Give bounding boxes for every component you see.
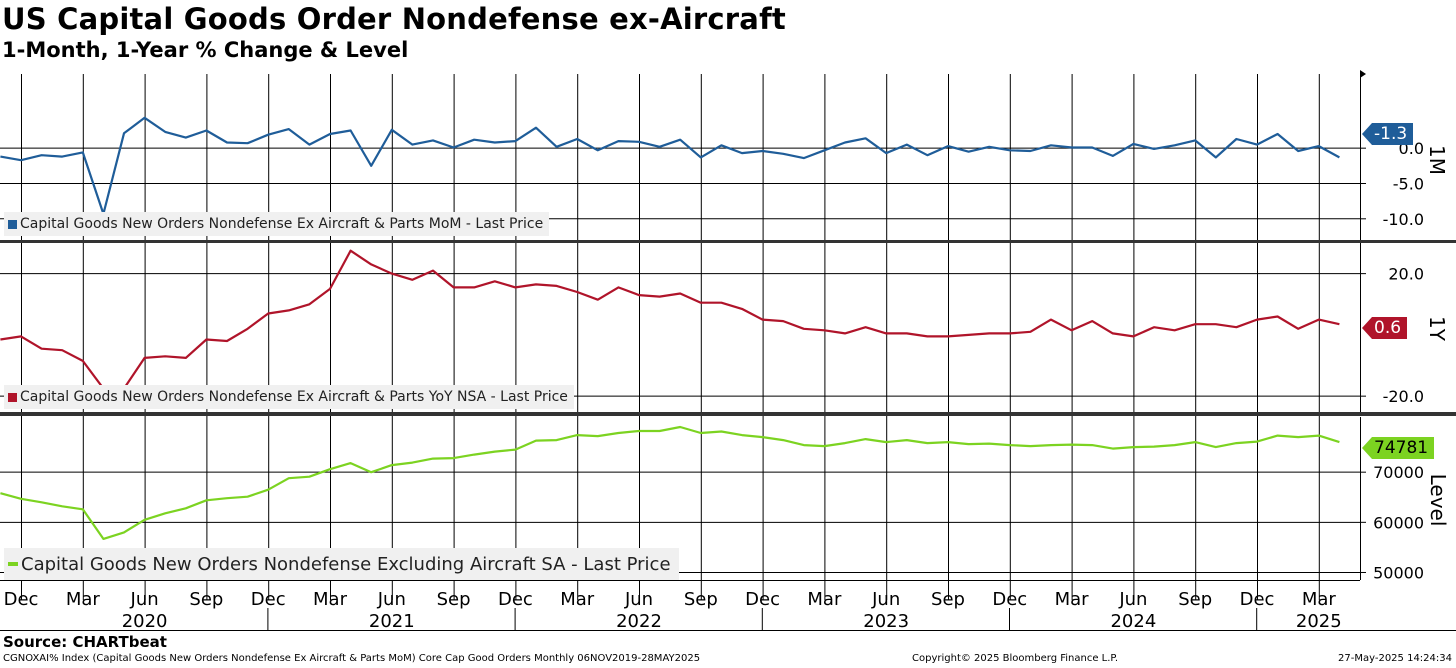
y-tick-label: 20.0	[1388, 265, 1424, 284]
x-year-label: 2025	[1296, 611, 1342, 632]
x-tick-label: Mar	[807, 589, 842, 610]
x-tick-label: Sep	[931, 589, 965, 610]
x-tick-label: Mar	[66, 589, 101, 610]
legend-level-swatch	[8, 562, 18, 566]
chart-title: US Capital Goods Order Nondefense ex-Air…	[2, 2, 786, 36]
x-tick-label: Dec	[4, 589, 39, 610]
x-tick-label: Mar	[313, 589, 348, 610]
source-note: Source: CHARTbeat	[3, 633, 167, 651]
x-tick-label: Dec	[498, 589, 533, 610]
footer-copyright: Copyright© 2025 Bloomberg Finance L.P.	[912, 653, 1119, 664]
x-tick-label: Dec	[992, 589, 1027, 610]
legend-mom: Capital Goods New Orders Nondefense Ex A…	[4, 212, 550, 236]
panel-separator	[0, 240, 1456, 243]
last-value-badge-level: 74781	[1362, 437, 1435, 459]
legend-mom-label: Capital Goods New Orders Nondefense Ex A…	[20, 216, 544, 232]
y-tick-label: 50000	[1373, 563, 1424, 582]
x-tick-label: Mar	[560, 589, 595, 610]
x-tick-label: Dec	[251, 589, 286, 610]
y-tick-label: 70000	[1373, 463, 1424, 482]
x-year-label: 2024	[1110, 611, 1156, 632]
x-tick-label: Dec	[745, 589, 780, 610]
x-tick-label: Sep	[684, 589, 718, 610]
y-tick-label: -20.0	[1383, 387, 1424, 406]
panel-label-yoy: 1Y	[1425, 316, 1449, 341]
axis-arrow	[1360, 70, 1366, 78]
legend-yoy-label: Capital Goods New Orders Nondefense Ex A…	[20, 389, 568, 405]
last-value-badge-mom: -1.3	[1362, 123, 1414, 145]
x-tick-label: Mar	[1302, 589, 1337, 610]
panel-separator	[0, 412, 1456, 416]
series-line-yoy	[0, 249, 1340, 390]
y-tick-label: -5.0	[1393, 174, 1424, 193]
x-tick-label: Mar	[1055, 589, 1090, 610]
series-line-mom	[0, 116, 1340, 215]
x-tick-label: Jun	[871, 589, 900, 610]
last-value-badge-yoy: 0.6	[1362, 317, 1408, 339]
y-tick-label: -10.0	[1383, 210, 1424, 229]
x-tick-label: Sep	[189, 589, 223, 610]
x-tick-label: Jun	[130, 589, 159, 610]
x-tick-label: Sep	[1178, 589, 1212, 610]
panel-label-mom: 1M	[1425, 145, 1449, 175]
x-year-label: 2021	[369, 611, 415, 632]
x-year-label: 2022	[616, 611, 662, 632]
x-year-label: 2023	[863, 611, 909, 632]
panel-label-level: Level	[1426, 473, 1450, 527]
legend-mom-swatch	[8, 219, 17, 229]
x-tick-label: Jun	[377, 589, 406, 610]
x-year-label: 2020	[122, 611, 168, 632]
x-tick-label: Jun	[624, 589, 653, 610]
series-line-level	[0, 425, 1340, 541]
x-tick-label: Sep	[437, 589, 471, 610]
chart-subtitle: 1-Month, 1-Year % Change & Level	[2, 38, 409, 62]
legend-level: Capital Goods New Orders Nondefense Excl…	[4, 548, 679, 580]
x-tick-label: Dec	[1240, 589, 1275, 610]
footer-timestamp: 27-May-2025 14:24:34	[1338, 653, 1452, 664]
footer-series-info: CGNOXAI% Index (Capital Goods New Orders…	[3, 653, 701, 664]
y-tick-label: 60000	[1373, 513, 1424, 532]
legend-yoy: Capital Goods New Orders Nondefense Ex A…	[4, 385, 574, 409]
legend-yoy-swatch	[8, 392, 17, 402]
x-tick-label: Jun	[1118, 589, 1147, 610]
legend-level-label: Capital Goods New Orders Nondefense Excl…	[21, 553, 671, 575]
